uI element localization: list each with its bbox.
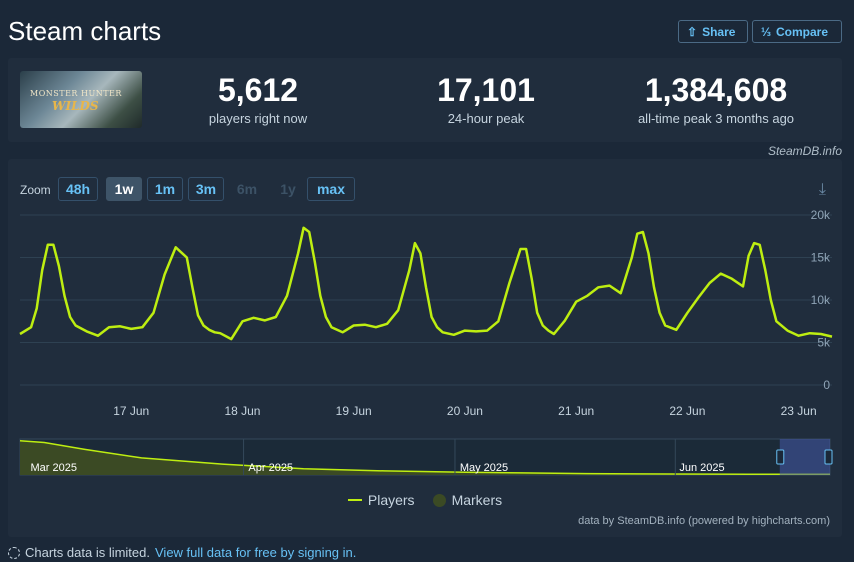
- navigator-label: Jun 2025: [679, 462, 724, 474]
- share-button[interactable]: ⇧ Share: [678, 20, 748, 43]
- x-tick-label: 22 Jun: [669, 404, 705, 418]
- game-thumbnail[interactable]: MONSTER HUNTER WILDS: [20, 71, 142, 128]
- compare-label: Compare: [776, 24, 829, 39]
- y-tick-label: 0: [823, 378, 830, 392]
- zoom-3m-button[interactable]: 3m: [188, 177, 224, 201]
- stat-label: all-time peak 3 months ago: [637, 111, 795, 126]
- stat-value: 1,384,608: [644, 72, 788, 108]
- player-chart: 0 5k 10k 15k 20k 17 Jun 18 Jun 19 Jun 20 Jun 21 …: [19, 208, 833, 476]
- x-tick-label: 18 Jun: [224, 404, 260, 418]
- loading-icon: [8, 546, 20, 559]
- navigator-handle[interactable]: [824, 449, 833, 465]
- navigator-label: May 2025: [460, 462, 508, 474]
- zoom-label: Zoom: [20, 183, 51, 197]
- share-label: Share: [702, 24, 736, 39]
- y-tick-label: 15k: [811, 251, 831, 265]
- game-logo-sub: WILDS: [52, 99, 99, 113]
- legend-players-label: Players: [367, 492, 415, 508]
- navigator-label: Mar 2025: [31, 462, 77, 474]
- legend-players[interactable]: Players: [347, 492, 415, 508]
- legend-markers-swatch: [432, 493, 446, 507]
- x-tick-label: 23 Jun: [781, 404, 817, 418]
- zoom-1m-button[interactable]: 1m: [147, 177, 183, 201]
- game-logo-text: MONSTER HUNTER: [30, 89, 122, 98]
- x-tick-label: 19 Jun: [336, 404, 372, 418]
- y-tick-label: 20k: [811, 208, 831, 222]
- stats-panel: MONSTER HUNTER WILDS 5,612 players right…: [8, 58, 842, 142]
- navigator-label: Apr 2025: [248, 462, 293, 474]
- chart-legend: Players Markers: [8, 492, 842, 508]
- legend-markers[interactable]: Markers: [432, 492, 503, 508]
- stat-label: 24-hour peak: [447, 111, 525, 126]
- stat-current-players: 5,612 players right now: [188, 72, 328, 126]
- y-tick-label: 10k: [811, 293, 831, 307]
- x-tick-label: 21 Jun: [558, 404, 594, 418]
- compare-button[interactable]: ⅓ Compare: [752, 20, 842, 43]
- stat-value: 17,101: [437, 72, 535, 108]
- zoom-6m-button: 6m: [236, 181, 258, 197]
- x-tick-label: 20 Jun: [447, 404, 483, 418]
- navigator-area: [20, 440, 830, 475]
- stat-all-time-peak: 1,384,608 all-time peak 3 months ago: [616, 72, 816, 126]
- players-series-line: [19, 226, 833, 341]
- share-icon: ⇧: [687, 24, 698, 39]
- stat-label: players right now: [208, 111, 308, 126]
- legend-markers-label: Markers: [451, 492, 503, 508]
- navigator-handle[interactable]: [776, 449, 785, 465]
- navigator-selection[interactable]: [779, 439, 830, 475]
- zoom-48h-button[interactable]: 48h: [58, 177, 98, 201]
- compare-icon: ⅓: [761, 24, 772, 39]
- stat-value: 5,612: [217, 72, 299, 108]
- download-icon[interactable]: ⤓: [818, 181, 826, 198]
- navigator: Mar 2025 Apr 2025 May 2025 Jun 2025: [19, 438, 833, 476]
- sign-in-link[interactable]: View full data for free by signing in.: [155, 545, 357, 560]
- footer-text: Charts data is limited.: [25, 545, 150, 560]
- stat-24h-peak: 17,101 24-hour peak: [416, 72, 556, 126]
- x-tick-label: 17 Jun: [113, 404, 149, 418]
- zoom-1w-button[interactable]: 1w: [106, 177, 142, 201]
- navigator-line: [19, 440, 830, 476]
- y-tick-label: 5k: [817, 336, 831, 350]
- zoom-1y-button: 1y: [280, 181, 296, 197]
- legend-players-swatch: [347, 499, 362, 501]
- zoom-max-button[interactable]: max: [307, 177, 355, 201]
- footer-notice: Charts data is limited. View full data f…: [8, 545, 356, 560]
- page-title: Steam charts: [8, 16, 162, 46]
- steamdb-credit[interactable]: SteamDB.info: [767, 144, 842, 158]
- chart-panel: Zoom 48h 1w 1m 3m 6m 1y max ⤓ 0 5k 10k 15k 2…: [8, 159, 842, 537]
- highcharts-credit[interactable]: data by SteamDB.info (powered by highcha…: [578, 515, 830, 527]
